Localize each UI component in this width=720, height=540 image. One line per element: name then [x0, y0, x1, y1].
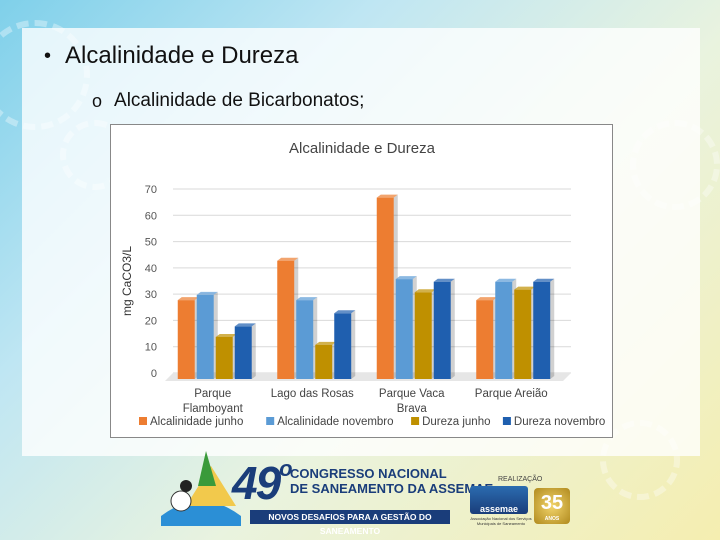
sub-bullet-item: o Alcalinidade de Bicarbonatos;	[92, 90, 364, 112]
bullet-title: Alcalinidade e Dureza	[65, 42, 299, 69]
legend-swatch	[266, 417, 275, 425]
bar-1-1	[296, 300, 314, 379]
y-tick-label: 0	[151, 368, 157, 380]
chart-floor	[165, 373, 571, 381]
anniversary-badge: 35	[534, 488, 570, 524]
bar-side-2-3	[450, 278, 455, 379]
bar-top-3-3	[533, 278, 555, 282]
y-tick-label: 20	[145, 315, 157, 327]
bar-chart: Alcalinidade e Dureza mg CaCO3/L 0 10 20 30 40…	[110, 124, 613, 438]
realizacao-label: REALIZAÇÃO	[498, 476, 543, 483]
congress-line-1: CONGRESSO NACIONAL	[290, 466, 447, 481]
y-tick-label: 60	[145, 210, 157, 222]
chart-title: Alcalinidade e Dureza	[289, 140, 436, 157]
assemae-subtitle: Associação Nacional dos Serviços Municip…	[470, 516, 532, 526]
assemae-name: assemae	[479, 504, 519, 514]
x-tick-label: Lago das Rosas	[271, 388, 354, 400]
bar-top-0-1	[196, 291, 218, 295]
sub-bullet-text: Alcalinidade de Bicarbonatos;	[114, 90, 365, 111]
legend-swatch	[411, 417, 420, 425]
bar-0-0	[177, 300, 195, 379]
bar-top-2-0	[376, 194, 398, 198]
legend-label: Alcalinidade junho	[150, 416, 243, 428]
bullet-dot-icon: •	[44, 44, 52, 67]
bar-top-1-0	[277, 257, 299, 261]
bar-0-3	[234, 326, 252, 379]
congress-line-2: DE SANEAMENTO DA ASSEMAE	[290, 481, 494, 496]
assemae-logo	[470, 486, 528, 514]
bar-top-0-0	[177, 297, 199, 301]
y-tick-label: 40	[145, 263, 157, 275]
legend-swatch	[139, 417, 147, 425]
bar-top-2-2	[414, 289, 436, 293]
bullet-item: • Alcalinidade e Dureza	[44, 42, 299, 70]
bar-side-0-3	[251, 323, 256, 379]
anniversary-badge-sub: ANOS	[544, 516, 560, 522]
bar-2-3	[433, 281, 451, 379]
congress-title: CONGRESSO NACIONAL DE SANEAMENTO DA ASSE…	[290, 466, 493, 496]
x-tick-label: Parque Areião	[475, 388, 548, 400]
x-tick-label: Flamboyant	[183, 403, 244, 415]
bar-side-1-3	[351, 310, 356, 379]
x-tick-label: Brava	[397, 403, 428, 415]
bar-2-1	[395, 279, 413, 379]
legend-swatch	[502, 417, 511, 425]
y-tick-label: 10	[145, 342, 157, 354]
bar-top-1-2	[315, 341, 337, 345]
bar-3-0	[476, 300, 494, 379]
bar-1-0	[277, 260, 295, 379]
bar-top-0-3	[234, 323, 256, 327]
bar-side-3-3	[550, 278, 555, 379]
chart-canvas: Alcalinidade e Dureza mg CaCO3/L 0 10 20 30 40…	[120, 140, 605, 428]
x-tick-label: Parque	[194, 388, 231, 400]
legend-label: Alcalinidade novembro	[277, 416, 393, 428]
bar-1-3	[334, 313, 352, 379]
bar-top-3-1	[495, 278, 517, 282]
bar-top-3-2	[514, 286, 536, 290]
bar-top-2-1	[395, 276, 417, 280]
congress-slogan: NOVOS DESAFIOS PARA A GESTÃO DO SANEAMEN…	[250, 510, 450, 536]
bar-1-2	[315, 344, 333, 379]
bar-top-2-3	[433, 278, 455, 282]
bar-0-1	[196, 294, 214, 379]
y-tick-label: 70	[145, 184, 157, 196]
congress-mascot-logo	[161, 451, 241, 526]
sub-bullet-circle-icon: o	[92, 90, 103, 111]
bar-top-1-3	[334, 310, 356, 314]
legend-label: Dureza novembro	[514, 416, 605, 428]
bar-0-2	[215, 336, 233, 379]
y-axis-label: mg CaCO3/L	[120, 246, 134, 316]
bar-3-3	[533, 281, 551, 379]
bar-2-2	[414, 292, 432, 379]
bar-top-1-1	[296, 297, 318, 301]
bar-2-0	[376, 197, 394, 379]
bar-top-3-0	[476, 297, 498, 301]
legend-label: Dureza junho	[422, 416, 490, 428]
bar-3-2	[514, 289, 532, 379]
bar-3-1	[495, 281, 513, 379]
edition-number: 49o	[232, 456, 293, 509]
x-tick-label: Parque Vaca	[379, 388, 445, 400]
y-tick-label: 30	[145, 289, 157, 301]
bar-top-0-2	[215, 333, 237, 337]
y-tick-label: 50	[145, 237, 157, 249]
